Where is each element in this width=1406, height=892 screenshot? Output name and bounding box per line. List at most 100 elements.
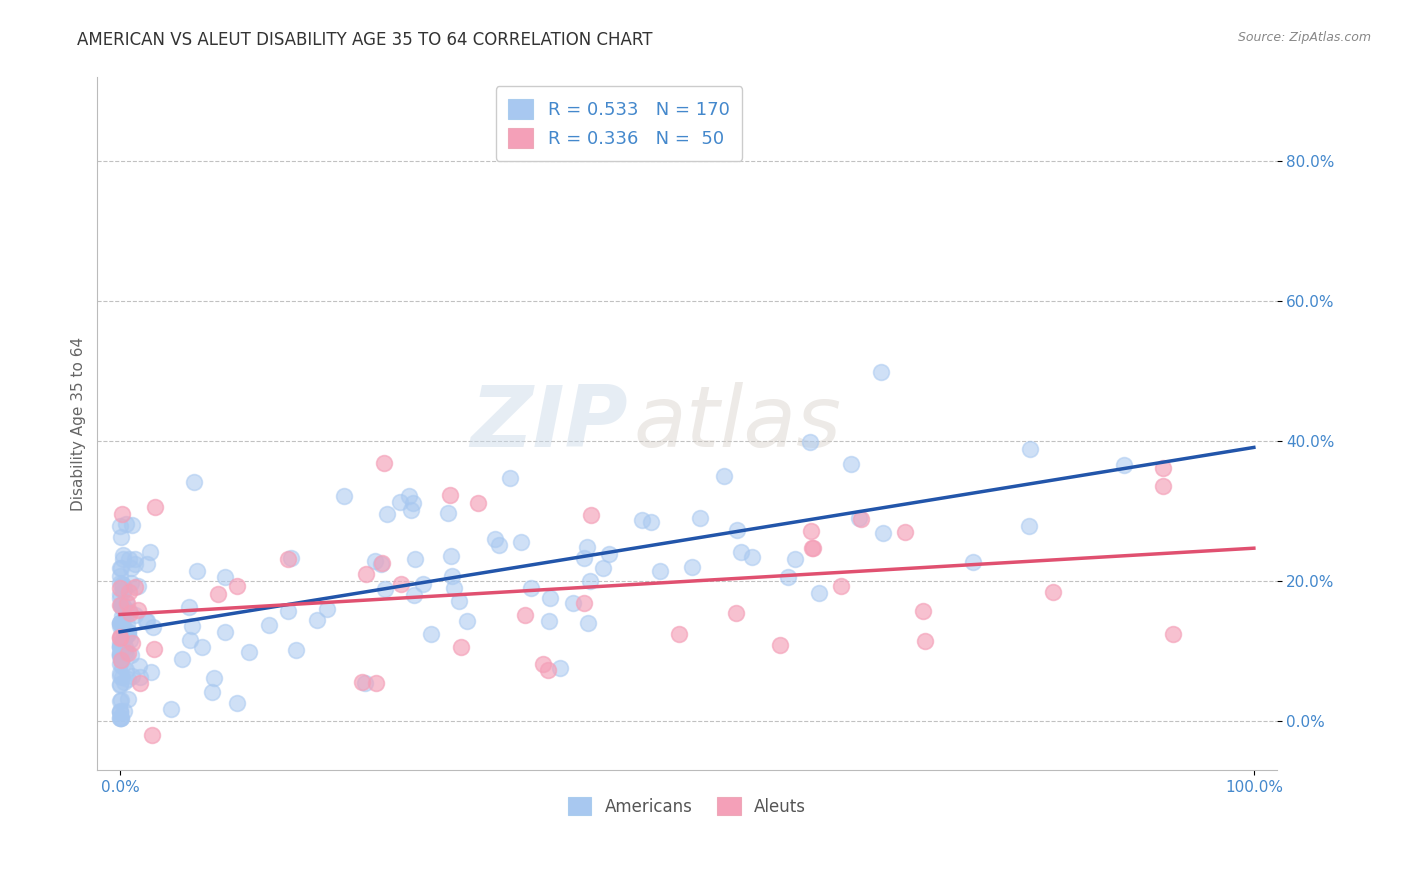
Point bbox=[579, 508, 602, 522]
Point bbox=[108, 657, 131, 671]
Point bbox=[121, 669, 143, 683]
Point bbox=[110, 577, 132, 591]
Point bbox=[127, 603, 149, 617]
Point bbox=[114, 630, 136, 644]
Point bbox=[574, 550, 596, 565]
Point bbox=[1042, 585, 1064, 599]
Point bbox=[186, 564, 208, 578]
Point bbox=[259, 618, 281, 632]
Point bbox=[183, 475, 205, 489]
Point bbox=[111, 599, 134, 613]
Point bbox=[111, 584, 134, 599]
Point bbox=[374, 582, 396, 596]
Point bbox=[962, 555, 984, 569]
Point bbox=[894, 524, 917, 539]
Point bbox=[117, 624, 139, 639]
Point bbox=[112, 604, 135, 618]
Point bbox=[419, 627, 441, 641]
Point bbox=[332, 489, 354, 503]
Point bbox=[1152, 479, 1174, 493]
Point bbox=[204, 671, 226, 685]
Point bbox=[531, 657, 554, 671]
Point bbox=[108, 619, 131, 633]
Point bbox=[440, 569, 463, 583]
Point bbox=[353, 676, 375, 690]
Point bbox=[112, 704, 135, 718]
Point bbox=[110, 599, 132, 614]
Point bbox=[769, 638, 792, 652]
Point bbox=[120, 561, 142, 575]
Point bbox=[179, 632, 201, 647]
Point bbox=[135, 558, 157, 572]
Point bbox=[370, 557, 392, 571]
Point bbox=[848, 511, 870, 525]
Point bbox=[572, 597, 595, 611]
Point bbox=[111, 659, 134, 673]
Point bbox=[117, 617, 139, 632]
Point bbox=[110, 609, 132, 624]
Point bbox=[138, 545, 160, 559]
Point bbox=[110, 519, 132, 533]
Point bbox=[389, 577, 412, 591]
Point bbox=[488, 538, 510, 552]
Point bbox=[142, 641, 165, 656]
Point bbox=[112, 627, 135, 641]
Point bbox=[115, 596, 138, 610]
Point bbox=[110, 640, 132, 655]
Point bbox=[114, 645, 136, 659]
Point bbox=[108, 648, 131, 662]
Point bbox=[404, 552, 426, 566]
Point bbox=[1152, 461, 1174, 475]
Point bbox=[548, 660, 571, 674]
Point bbox=[110, 710, 132, 724]
Point bbox=[110, 598, 132, 612]
Point bbox=[142, 620, 165, 634]
Point bbox=[110, 636, 132, 650]
Point bbox=[108, 561, 131, 575]
Point bbox=[562, 596, 585, 610]
Point bbox=[870, 365, 893, 379]
Point bbox=[725, 523, 748, 537]
Point bbox=[117, 624, 139, 639]
Point bbox=[851, 512, 873, 526]
Point bbox=[124, 552, 146, 566]
Point bbox=[108, 576, 131, 591]
Point bbox=[412, 577, 434, 591]
Point bbox=[118, 607, 141, 621]
Point bbox=[778, 569, 800, 583]
Point bbox=[108, 704, 131, 718]
Point bbox=[118, 584, 141, 599]
Point bbox=[668, 627, 690, 641]
Point bbox=[124, 608, 146, 623]
Point bbox=[120, 576, 142, 591]
Point bbox=[139, 665, 162, 679]
Point bbox=[803, 541, 825, 556]
Point bbox=[1114, 458, 1136, 472]
Point bbox=[713, 468, 735, 483]
Point bbox=[912, 603, 935, 617]
Point bbox=[110, 710, 132, 724]
Point bbox=[108, 615, 131, 630]
Point bbox=[110, 694, 132, 708]
Text: ZIP: ZIP bbox=[471, 382, 628, 466]
Point bbox=[1019, 442, 1042, 456]
Point bbox=[141, 728, 163, 742]
Point bbox=[364, 675, 387, 690]
Point bbox=[389, 494, 412, 508]
Point bbox=[115, 628, 138, 642]
Point bbox=[110, 632, 132, 646]
Point bbox=[108, 598, 131, 612]
Point bbox=[370, 557, 392, 571]
Point bbox=[807, 586, 830, 600]
Point bbox=[648, 564, 671, 578]
Text: atlas: atlas bbox=[634, 382, 842, 466]
Point bbox=[799, 435, 821, 450]
Point bbox=[284, 643, 307, 657]
Point bbox=[783, 551, 806, 566]
Point bbox=[467, 495, 489, 509]
Point bbox=[315, 602, 337, 616]
Point bbox=[830, 579, 852, 593]
Point bbox=[640, 515, 662, 529]
Point bbox=[160, 702, 183, 716]
Point bbox=[110, 530, 132, 544]
